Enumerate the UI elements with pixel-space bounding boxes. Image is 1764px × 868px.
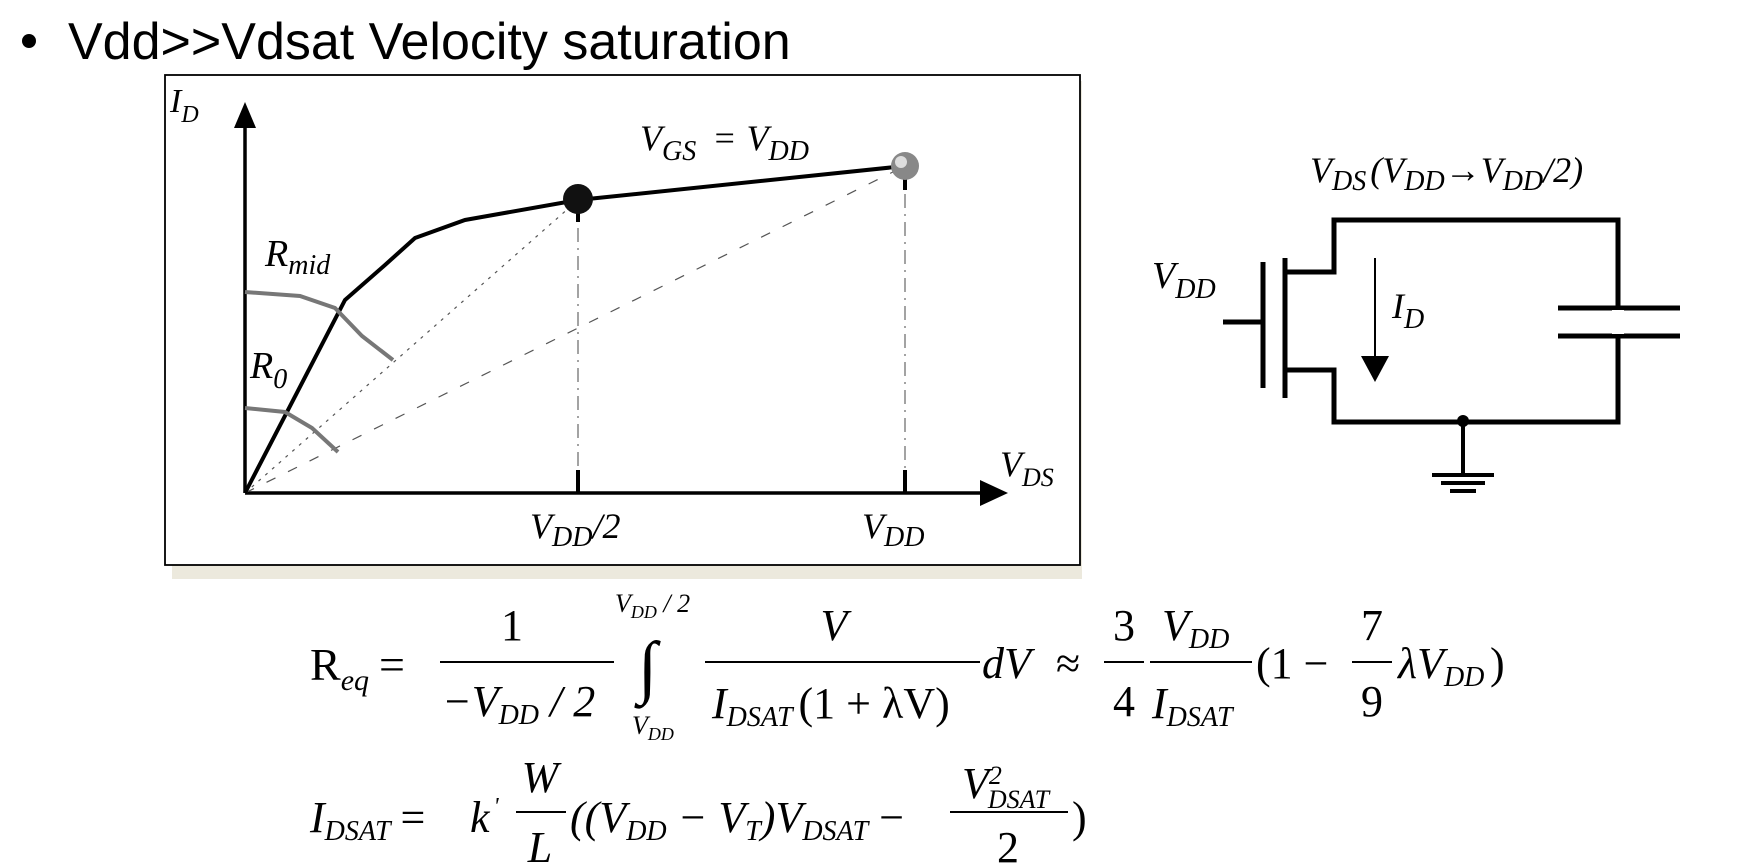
frac3-numerator: 3 bbox=[1113, 601, 1135, 650]
l-denominator: L bbox=[527, 823, 552, 868]
r-mid-chord-line bbox=[244, 199, 579, 494]
req-equation: Req = 1 −VDD / 2 VDD / 2 ∫ VDD V IDSAT (1 … bbox=[310, 589, 1505, 744]
frac2-numerator: V bbox=[821, 601, 853, 650]
idsat-lhs: IDSAT = bbox=[309, 793, 425, 847]
differential-dv: dV bbox=[982, 639, 1036, 688]
frac5-denominator: 9 bbox=[1361, 677, 1383, 726]
tick-label-vdd: VDD bbox=[862, 506, 924, 553]
paren-open: (1 − bbox=[1256, 639, 1328, 688]
frac2-denominator: IDSAT (1 + λV) bbox=[711, 679, 950, 733]
y-axis-label: ID bbox=[169, 83, 199, 128]
bullet-text: Vdd>>Vdsat Velocity saturation bbox=[68, 13, 791, 71]
req-lhs: Req = bbox=[310, 639, 405, 697]
idsat-equation: IDSAT = k ' W L ((VDD − VT)VDSAT − V2 DSAT … bbox=[309, 753, 1087, 868]
frac3-denominator: 4 bbox=[1113, 677, 1135, 726]
idsat-body: ((VDD − VT)VDSAT − bbox=[570, 793, 904, 847]
r0-curve bbox=[244, 406, 340, 454]
paren-close: ) bbox=[1490, 639, 1505, 688]
lambda-vdd: λVDD bbox=[1396, 639, 1484, 693]
vdsat2-denominator: 2 bbox=[997, 823, 1019, 868]
bullet-dot-icon bbox=[22, 34, 36, 49]
frac4-denominator: IDSAT bbox=[1151, 679, 1235, 733]
frac5-numerator: 7 bbox=[1361, 601, 1383, 650]
frac1-denominator: −VDD / 2 bbox=[442, 677, 595, 731]
final-paren: ) bbox=[1072, 793, 1087, 842]
tick-label-half-vdd: VDD/2 bbox=[530, 506, 620, 553]
x-axis-arrow-icon bbox=[980, 480, 1008, 506]
x-axis-label: VDS bbox=[1000, 444, 1054, 492]
capacitor-gap bbox=[1612, 310, 1624, 334]
current-label: ID bbox=[1391, 286, 1424, 335]
bullet-point: Vdd>>Vdsat Velocity saturation bbox=[22, 6, 791, 78]
operating-point-vdd-highlight bbox=[895, 156, 907, 168]
w-numerator: W bbox=[522, 753, 562, 802]
circuit-loop bbox=[1285, 217, 1621, 425]
k-prime: k ' bbox=[470, 793, 500, 842]
vdsat2-numerator: V2 DSAT bbox=[962, 759, 1051, 814]
integral-sign: ∫ bbox=[634, 629, 661, 709]
plot-frame bbox=[164, 74, 1081, 566]
curve-label: VGS = VDD bbox=[640, 118, 809, 167]
integral-lower: VDD bbox=[632, 711, 674, 744]
frac1-numerator: 1 bbox=[501, 601, 523, 650]
circuit-vds-label: VDS (VDD→VDD/2) bbox=[1310, 150, 1583, 197]
current-arrow-icon bbox=[1361, 356, 1389, 382]
r0-chord-line bbox=[244, 165, 906, 494]
integral-upper: VDD / 2 bbox=[615, 589, 690, 622]
gate-voltage-label: VDD bbox=[1152, 255, 1216, 305]
r-mid-curve bbox=[244, 290, 395, 362]
frac4-numerator: VDD bbox=[1162, 601, 1229, 655]
r0-label: R0 bbox=[249, 345, 287, 395]
y-axis-arrow-icon bbox=[234, 102, 256, 128]
r-mid-label: Rmid bbox=[264, 233, 331, 281]
operating-point-half-vdd bbox=[563, 184, 593, 214]
approx-sign: ≈ bbox=[1056, 639, 1080, 688]
